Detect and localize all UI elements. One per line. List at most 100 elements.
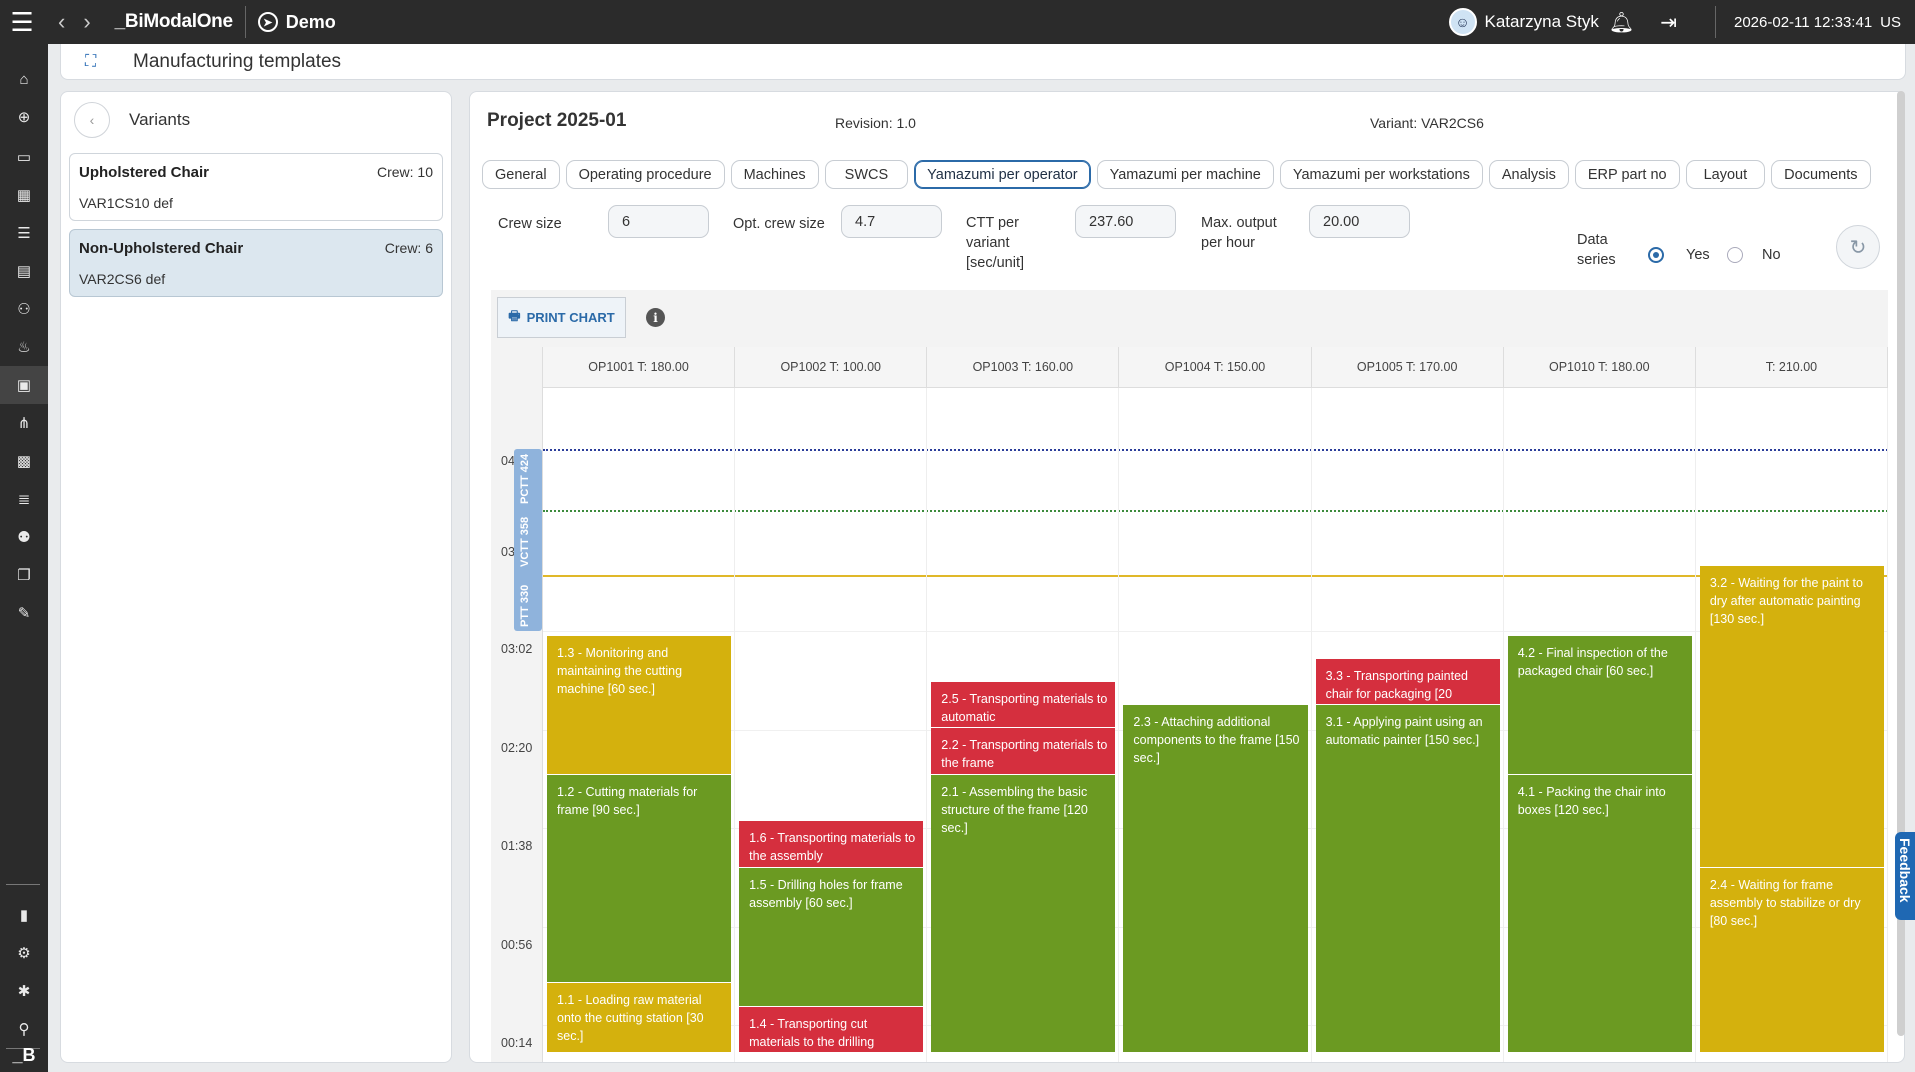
- list-icon[interactable]: ≣: [17, 491, 31, 508]
- hamburger-menu-icon[interactable]: ☰: [10, 6, 34, 37]
- yamazumi-segment[interactable]: 1.2 - Cutting materials for frame [90 se…: [547, 773, 732, 983]
- variant-card-non-upholstered[interactable]: Non-Upholstered Chair Crew: 6 VAR2CS6 de…: [69, 229, 443, 297]
- variant-card-upholstered[interactable]: Upholstered Chair Crew: 10 VAR1CS10 def: [69, 153, 443, 221]
- tab-analysis[interactable]: Analysis: [1488, 160, 1569, 189]
- pctt-reference-line: [543, 449, 1888, 451]
- dashboard-icon[interactable]: ▦: [16, 187, 32, 204]
- y-tick-label: 00:56: [501, 938, 533, 952]
- data-series-no-label[interactable]: No: [1762, 247, 1781, 263]
- yamazumi-segment[interactable]: 3.3 - Transporting painted chair for pac…: [1315, 657, 1500, 705]
- bell-icon[interactable]: 🔔︎: [1608, 11, 1635, 34]
- yamazumi-segment[interactable]: 2.1 - Assembling the basic structure of …: [931, 773, 1116, 1052]
- column-header: T: 210.00: [1695, 347, 1888, 388]
- top-bar: ☰ ‹ › _BiModalOne ➤ Demo ☺ Katarzyna Sty…: [0, 0, 1915, 44]
- pctt-label: PCTT 424: [519, 453, 531, 504]
- brand-logo[interactable]: _BiModalOne: [114, 11, 233, 32]
- main-panel: Project 2025-01 Revision: 1.0 Variant: V…: [469, 91, 1905, 1063]
- rail-divider: [6, 1048, 40, 1049]
- add-icon[interactable]: ⊕: [17, 109, 31, 126]
- variant-name: Non-Upholstered Chair: [79, 240, 244, 257]
- copy-icon[interactable]: ❐: [17, 567, 31, 584]
- report-icon[interactable]: ▤: [16, 263, 32, 280]
- tab-general[interactable]: General: [482, 160, 560, 189]
- max-output-field[interactable]: 20.00: [1309, 205, 1410, 238]
- tab-swcs[interactable]: SWCS: [824, 160, 909, 189]
- info-icon[interactable]: i: [646, 308, 665, 327]
- crew-size-field[interactable]: 6: [608, 205, 709, 238]
- ctt-label-line: variant: [966, 235, 1010, 251]
- gantt-icon[interactable]: ☰: [17, 225, 31, 242]
- home-icon[interactable]: ⌂: [19, 70, 29, 88]
- tab-yamazumi-per-workstations[interactable]: Yamazumi per workstations: [1279, 160, 1483, 189]
- tools-icon[interactable]: ✱: [17, 983, 31, 1000]
- yamazumi-segment[interactable]: 4.1 - Packing the chair into boxes [120 …: [1507, 773, 1692, 1052]
- collapse-button[interactable]: ‹: [74, 102, 110, 138]
- users-icon[interactable]: ⚉: [17, 529, 31, 546]
- opt-crew-size-field[interactable]: 4.7: [841, 205, 942, 238]
- rail-logo[interactable]: _B: [12, 1044, 36, 1065]
- tab-layout[interactable]: Layout: [1685, 160, 1766, 189]
- page-scrollbar[interactable]: [1897, 91, 1905, 1036]
- variant-code: VAR2CS6 def: [79, 271, 166, 287]
- data-series-yes-label[interactable]: Yes: [1686, 247, 1710, 263]
- feedback-label: Feedback: [1897, 838, 1913, 903]
- data-series-yes-radio[interactable]: [1648, 247, 1664, 263]
- max-output-label-line: per hour: [1201, 235, 1256, 251]
- data-series-label: Data series: [1577, 230, 1616, 270]
- crew-size-label: Crew size: [498, 216, 562, 232]
- column-header: OP1002 T: 100.00: [735, 347, 928, 388]
- refresh-button[interactable]: ↻: [1836, 225, 1880, 269]
- print-chart-button[interactable]: 🖶︎ PRINT CHART: [497, 297, 626, 338]
- tab-operating-procedure[interactable]: Operating procedure: [565, 160, 725, 189]
- variant-crew: Crew: 6: [384, 240, 433, 256]
- forward-icon[interactable]: ›: [83, 9, 91, 34]
- user-name[interactable]: Katarzyna Styk: [1484, 12, 1599, 31]
- variant-label: Variant: VAR2CS6: [1370, 115, 1484, 131]
- yamazumi-segment[interactable]: 3.2 - Waiting for the paint to dry after…: [1699, 565, 1884, 867]
- data-series-label-line: series: [1577, 252, 1616, 268]
- yamazumi-segment[interactable]: 3.1 - Applying paint using an automatic …: [1315, 704, 1500, 1052]
- column-header: OP1003 T: 160.00: [927, 347, 1120, 388]
- tab-erp-part-no[interactable]: ERP part no: [1574, 160, 1680, 189]
- yamazumi-segment[interactable]: 2.4 - Waiting for frame assembly to stab…: [1699, 866, 1884, 1052]
- templates-icon[interactable]: ▣: [0, 366, 48, 404]
- hierarchy-icon[interactable]: ⋔: [17, 415, 31, 432]
- yamazumi-segment[interactable]: 1.1 - Loading raw material onto the cutt…: [547, 982, 732, 1052]
- gridline: [1310, 388, 1312, 1062]
- page-title: Manufacturing templates: [133, 50, 342, 72]
- yamazumi-segment[interactable]: 1.3 - Monitoring and maintaining the cut…: [547, 634, 732, 774]
- yamazumi-segment[interactable]: 2.5 - Transporting materials to automati…: [931, 681, 1116, 728]
- workspace-selector[interactable]: ➤ Demo: [257, 12, 336, 33]
- tab-documents[interactable]: Documents: [1771, 160, 1871, 189]
- book-icon[interactable]: ▮: [19, 907, 29, 924]
- takt-time-label-bar: PTT 330 VCTT 358 PCTT 424: [514, 449, 542, 631]
- avatar[interactable]: ☺: [1448, 8, 1477, 36]
- yamazumi-segment[interactable]: 2.3 - Attaching additional components to…: [1123, 704, 1308, 1052]
- feedback-button[interactable]: Feedback: [1895, 832, 1915, 920]
- yamazumi-segment[interactable]: 1.5 - Drilling holes for frame assembly …: [739, 866, 924, 1006]
- monitor-icon[interactable]: ▭: [16, 149, 32, 166]
- settings-icon[interactable]: ⚙: [17, 945, 31, 962]
- yamazumi-segment[interactable]: 4.2 - Final inspection of the packaged c…: [1507, 634, 1692, 774]
- tab-yamazumi-per-operator[interactable]: Yamazumi per operator: [914, 160, 1091, 189]
- user-settings-icon[interactable]: ⚲: [18, 1021, 30, 1038]
- ctt-label-line: [sec/unit]: [966, 255, 1025, 271]
- y-tick-label: 04: [501, 454, 515, 468]
- column-header: OP1010 T: 180.00: [1503, 347, 1696, 388]
- yamazumi-segment[interactable]: 1.4 - Transporting cut materials to the …: [739, 1005, 924, 1052]
- people-icon[interactable]: ⚇: [17, 301, 31, 318]
- data-series-label-line: Data: [1577, 232, 1608, 248]
- tab-yamazumi-per-machine[interactable]: Yamazumi per machine: [1096, 160, 1274, 189]
- yamazumi-segment[interactable]: 2.2 - Transporting materials to the fram…: [931, 727, 1116, 774]
- tab-machines[interactable]: Machines: [730, 160, 819, 189]
- language-selector[interactable]: US: [1880, 13, 1901, 31]
- bulb-icon[interactable]: ♨: [17, 339, 31, 356]
- back-icon[interactable]: ‹: [58, 9, 66, 34]
- variant-crew: Crew: 10: [376, 164, 433, 180]
- modules-icon[interactable]: ▩: [16, 453, 32, 470]
- yamazumi-segment[interactable]: 1.6 - Transporting materials to the asse…: [739, 820, 924, 867]
- edit-icon[interactable]: ✎: [17, 605, 31, 622]
- logout-icon[interactable]: ⇥: [1660, 11, 1677, 34]
- data-series-no-radio[interactable]: [1727, 247, 1743, 263]
- ctt-field[interactable]: 237.60: [1075, 205, 1176, 238]
